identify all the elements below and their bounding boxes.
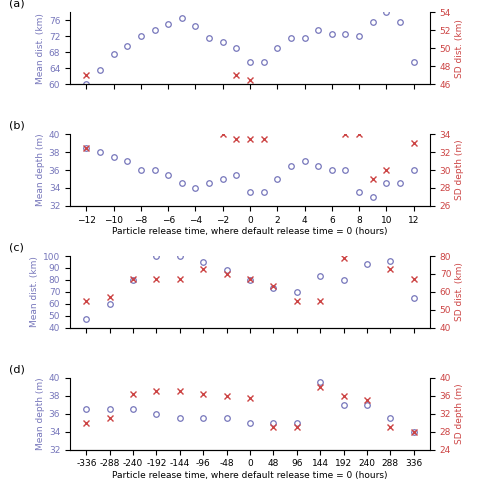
Text: (b): (b)	[9, 121, 24, 130]
Y-axis label: SD depth (m): SD depth (m)	[456, 383, 464, 444]
Text: (d): (d)	[9, 364, 24, 374]
Text: (c): (c)	[9, 243, 24, 252]
Y-axis label: SD dist. (km): SD dist. (km)	[456, 19, 464, 78]
Y-axis label: Mean depth (m): Mean depth (m)	[36, 134, 44, 206]
Text: (a): (a)	[9, 0, 24, 9]
X-axis label: Particle release time, where default release time = 0 (hours): Particle release time, where default rel…	[112, 471, 388, 480]
Y-axis label: Mean dist. (km): Mean dist. (km)	[36, 13, 44, 83]
X-axis label: Particle release time, where default release time = 0 (hours): Particle release time, where default rel…	[112, 227, 388, 236]
Y-axis label: Mean dist. (km): Mean dist. (km)	[30, 256, 39, 328]
Y-axis label: SD dist. (km): SD dist. (km)	[456, 262, 464, 321]
Y-axis label: SD depth (m): SD depth (m)	[456, 140, 464, 201]
Y-axis label: Mean depth (m): Mean depth (m)	[36, 377, 44, 450]
